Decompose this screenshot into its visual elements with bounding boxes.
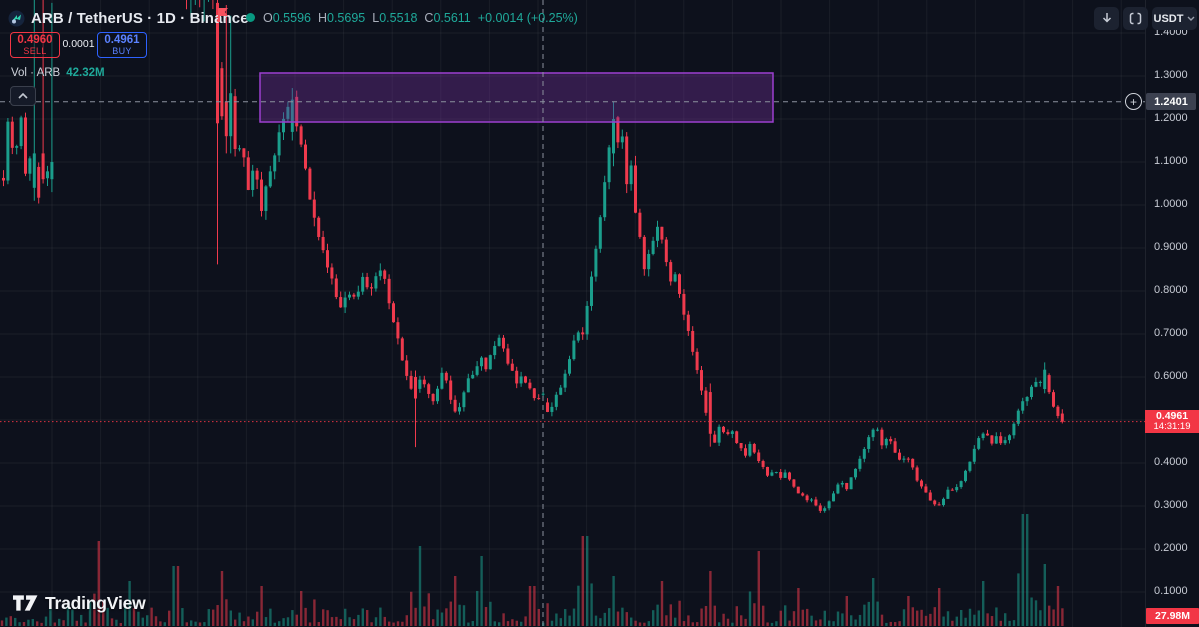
candlestick-chart[interactable] bbox=[0, 0, 1145, 627]
spread-value: 0.0001 bbox=[62, 38, 95, 50]
price-tick-label: 0.1000 bbox=[1154, 585, 1188, 597]
flag-icon[interactable] bbox=[216, 7, 230, 23]
close-value: 0.5611 bbox=[433, 11, 471, 25]
high-value: 0.5695 bbox=[327, 11, 366, 25]
fullscreen-button[interactable] bbox=[1123, 7, 1148, 30]
sell-label: SELL bbox=[23, 45, 47, 56]
price-tick-label: 0.6000 bbox=[1154, 370, 1188, 382]
currency-dropdown[interactable]: USDT bbox=[1152, 7, 1197, 30]
change-value: +0.0014 (+0.25%) bbox=[477, 11, 578, 25]
buy-price: 0.4961 bbox=[104, 33, 140, 46]
symbol-header: ARB / TetherUS · 1D · Binance bbox=[8, 8, 249, 28]
download-arrow-icon bbox=[1102, 13, 1111, 23]
symbol-logo-icon bbox=[8, 10, 25, 26]
price-tick-label: 0.9000 bbox=[1154, 241, 1188, 253]
tradingview-logo-icon bbox=[13, 595, 38, 611]
price-tick-label: 0.7000 bbox=[1154, 327, 1188, 339]
last-price-value: 0.4961 bbox=[1155, 410, 1189, 423]
price-tick-label: 1.3000 bbox=[1154, 69, 1188, 81]
volume-indicator-row: Vol · ARB 42.32M bbox=[11, 67, 105, 79]
download-button[interactable] bbox=[1094, 7, 1119, 30]
chevron-up-icon bbox=[18, 93, 28, 99]
crosshair-price-label: 1.2401 bbox=[1146, 93, 1196, 111]
fullscreen-icon bbox=[1129, 12, 1142, 25]
price-tick-label: 0.8000 bbox=[1154, 284, 1188, 296]
open-value: 0.5596 bbox=[272, 11, 311, 25]
price-tick-label: 1.0000 bbox=[1154, 198, 1188, 210]
sell-button[interactable]: 0.4960 SELL bbox=[10, 32, 60, 58]
plus-glyph: + bbox=[1129, 94, 1137, 109]
price-tick-label: 0.2000 bbox=[1154, 542, 1188, 554]
price-tick-label: 0.4000 bbox=[1154, 456, 1188, 468]
sell-price: 0.4960 bbox=[17, 33, 53, 46]
low-value: 0.5518 bbox=[379, 11, 418, 25]
pane-collapse-button[interactable] bbox=[10, 86, 36, 106]
currency-label: USDT bbox=[1153, 12, 1184, 25]
price-axis[interactable]: 1.4000 1.3000 1.2000 1.1000 1.0000 0.9000 0.80… bbox=[1145, 0, 1199, 627]
tradingview-watermark[interactable]: TradingView bbox=[13, 593, 146, 614]
tradingview-logo-text: TradingView bbox=[45, 593, 146, 613]
buy-button[interactable]: 0.4961 BUY bbox=[97, 32, 147, 58]
price-tick-label: 1.1000 bbox=[1154, 155, 1188, 167]
chevron-down-icon bbox=[1187, 16, 1195, 21]
price-tick-label: 0.3000 bbox=[1154, 499, 1188, 511]
volume-label: Vol · ARB bbox=[11, 67, 61, 79]
buy-label: BUY bbox=[112, 45, 132, 56]
ohlc-readout: O0.5596 H0.5695 L0.5518 C0.5611 +0.0014 … bbox=[263, 11, 578, 25]
price-tick-label: 1.2000 bbox=[1154, 112, 1188, 124]
market-status-dot bbox=[246, 13, 255, 22]
countdown-timer: 14:31:19 bbox=[1153, 421, 1191, 433]
volume-value: 42.32M bbox=[66, 67, 105, 79]
volume-axis-badge: 27.98M bbox=[1146, 608, 1199, 624]
add-alert-plus-icon[interactable]: + bbox=[1125, 93, 1142, 111]
last-price-label: 0.4961 14:31:19 bbox=[1145, 410, 1199, 434]
